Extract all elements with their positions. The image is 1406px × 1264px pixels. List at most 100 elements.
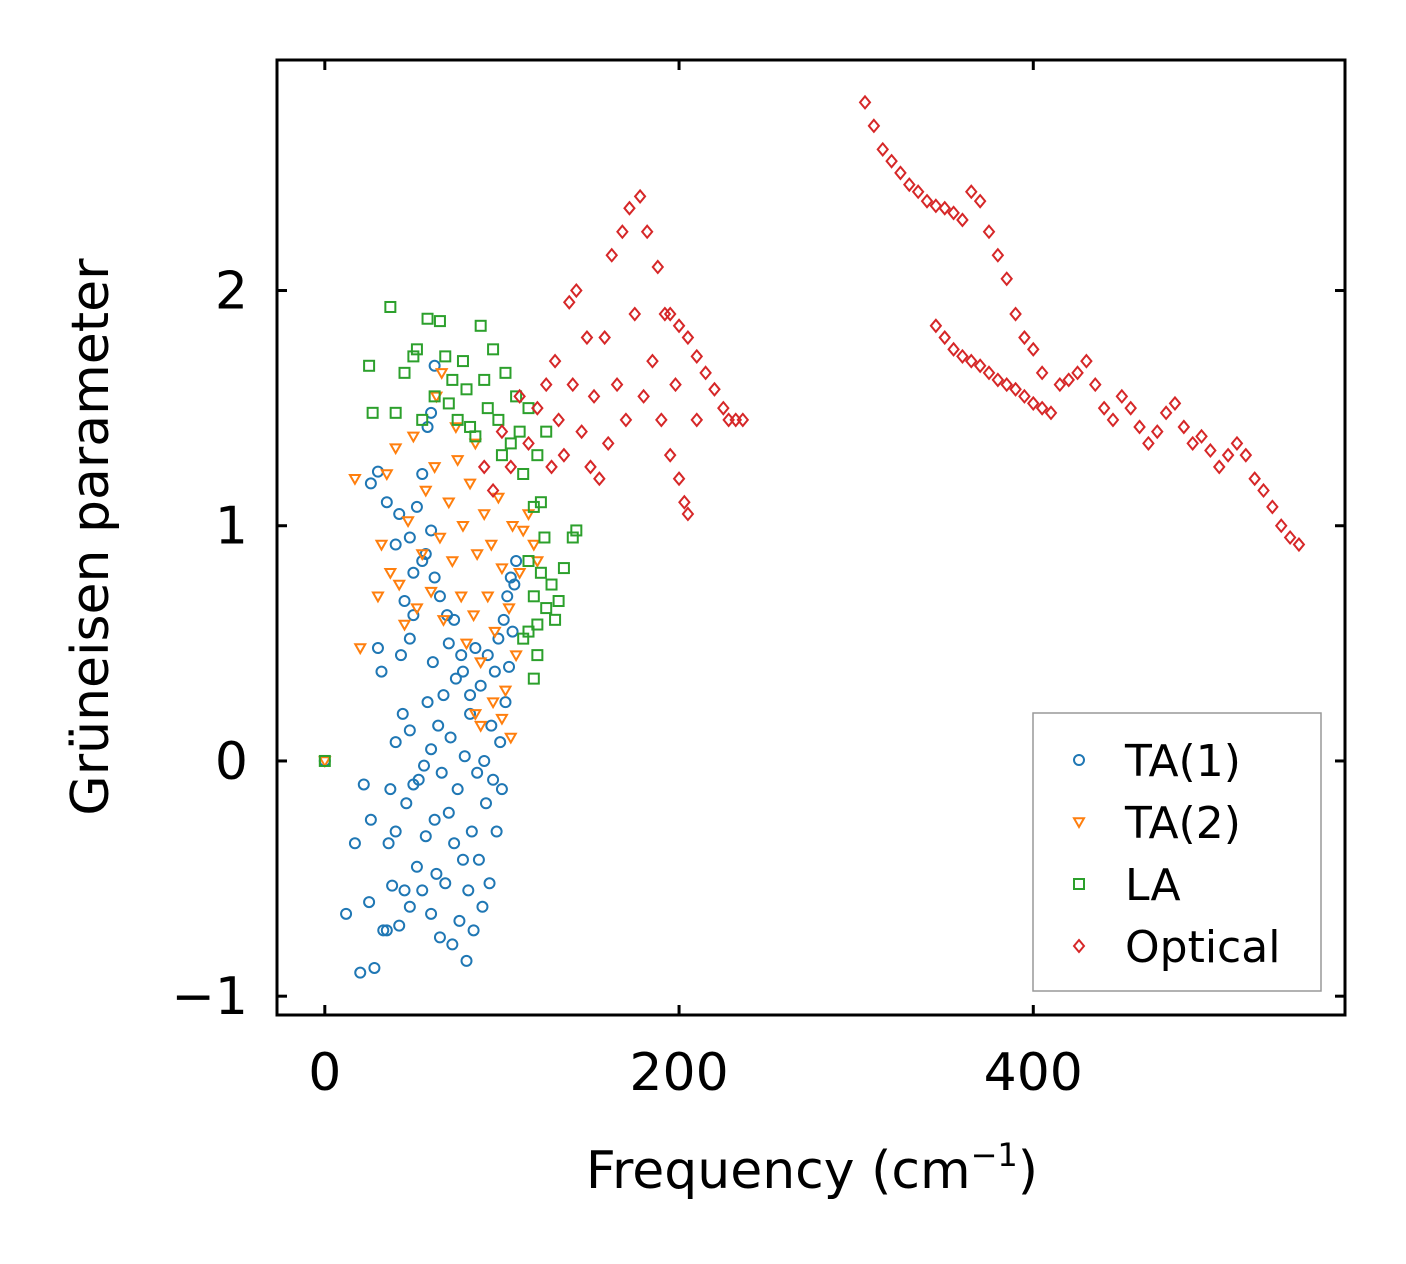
point-la: [527, 590, 540, 603]
point-la: [384, 300, 397, 313]
point-ta-1: [456, 665, 469, 678]
point-optical: [1062, 372, 1076, 388]
point-ta-1: [449, 672, 462, 685]
point-la: [492, 413, 505, 426]
point-optical: [1133, 419, 1146, 435]
plot-marks: [318, 94, 1306, 979]
legend-item-ta-2: TA(2): [1072, 798, 1241, 849]
point-ta-1: [508, 578, 521, 591]
legend-item-optical: Optical: [1072, 922, 1280, 973]
point-la: [389, 406, 402, 419]
point-ta-2: [495, 563, 509, 576]
point-ta-1: [428, 571, 441, 584]
point-optical: [681, 329, 695, 346]
point-ta-1: [460, 954, 473, 967]
point-ta-1: [371, 465, 384, 478]
legend-label-ta-2: TA(2): [1124, 798, 1241, 849]
point-optical: [562, 294, 576, 310]
x-axis-label: Frequency (cm−1): [586, 1136, 1038, 1201]
axis-ticks: 0 200 400 −1 0 1 2: [171, 60, 1345, 1103]
point-ta-2: [477, 509, 491, 521]
legend-item-ta-1: TA(1): [1073, 736, 1241, 787]
point-optical: [495, 424, 509, 440]
point-ta-1: [421, 696, 434, 709]
point-ta-2: [406, 431, 421, 444]
point-la: [487, 343, 500, 356]
point-ta-1: [371, 642, 384, 655]
point-optical: [1009, 381, 1022, 397]
point-la: [366, 406, 379, 419]
point-ta-1: [363, 896, 376, 909]
point-ta-2: [473, 657, 488, 670]
point-ta-1: [426, 656, 439, 669]
point-ta-1: [446, 938, 459, 951]
point-la: [566, 531, 579, 544]
point-ta-1: [467, 924, 480, 937]
point-optical: [1142, 435, 1155, 451]
point-optical: [920, 193, 934, 209]
point-ta-2: [454, 591, 468, 604]
point-ta-2: [433, 532, 447, 545]
point-ta-2: [459, 638, 474, 651]
point-optical: [616, 224, 629, 240]
point-ta-2: [401, 516, 415, 529]
point-optical: [1000, 377, 1014, 393]
point-ta-1: [377, 924, 390, 937]
point-ta-1: [410, 860, 423, 873]
point-optical: [1106, 412, 1120, 428]
point-ta-2: [318, 756, 332, 768]
point-ta-2: [427, 462, 442, 474]
point-ta-1: [451, 783, 464, 796]
point-la: [540, 602, 553, 615]
point-optical: [1018, 329, 1031, 346]
y-axis-label: Grüneisen parameter: [61, 258, 121, 816]
point-optical: [708, 381, 721, 397]
point-optical: [570, 282, 583, 299]
point-optical: [956, 348, 969, 364]
point-ta-1: [416, 555, 429, 568]
point-optical: [867, 118, 881, 134]
point-ta-1: [432, 719, 445, 732]
point-ta-1: [425, 406, 438, 419]
point-ta-1: [510, 555, 523, 568]
point-ta-1: [428, 359, 441, 372]
point-optical: [681, 506, 695, 522]
point-optical: [513, 388, 526, 404]
point-optical: [690, 348, 704, 364]
point-ta-2: [466, 610, 481, 623]
point-ta-1: [476, 900, 489, 913]
point-ta-1: [380, 924, 393, 937]
point-ta-1: [407, 566, 420, 579]
point-ta-2: [397, 619, 412, 632]
point-optical: [1177, 419, 1191, 435]
point-ta-1: [403, 531, 416, 544]
point-optical: [637, 388, 650, 404]
point-optical: [717, 400, 730, 416]
point-ta-1: [398, 884, 411, 897]
point-optical: [1230, 435, 1244, 451]
point-ta-1: [465, 825, 478, 838]
point-ta-2: [456, 520, 470, 533]
point-ta-1: [469, 642, 482, 655]
point-ta-2: [434, 368, 449, 380]
point-ta-2: [488, 626, 502, 639]
point-optical: [628, 306, 642, 322]
point-optical: [1195, 428, 1208, 444]
point-optical: [1044, 405, 1058, 421]
point-la: [474, 319, 487, 332]
point-ta-2: [383, 568, 398, 580]
point-ta-2: [380, 469, 394, 482]
point-ta-1: [389, 538, 402, 551]
point-ta-1: [340, 907, 353, 920]
point-la: [410, 343, 423, 356]
plot-frame: [275, 58, 1347, 1017]
point-ta-1: [393, 919, 406, 932]
y-tick-label: 1: [215, 497, 248, 557]
point-ta-1: [497, 613, 510, 626]
series-optical: [477, 94, 1306, 553]
point-optical: [580, 329, 594, 346]
point-ta-1: [474, 679, 487, 692]
y-tick-label: 0: [215, 732, 248, 792]
point-ta-1: [456, 853, 469, 866]
point-la: [407, 350, 420, 363]
